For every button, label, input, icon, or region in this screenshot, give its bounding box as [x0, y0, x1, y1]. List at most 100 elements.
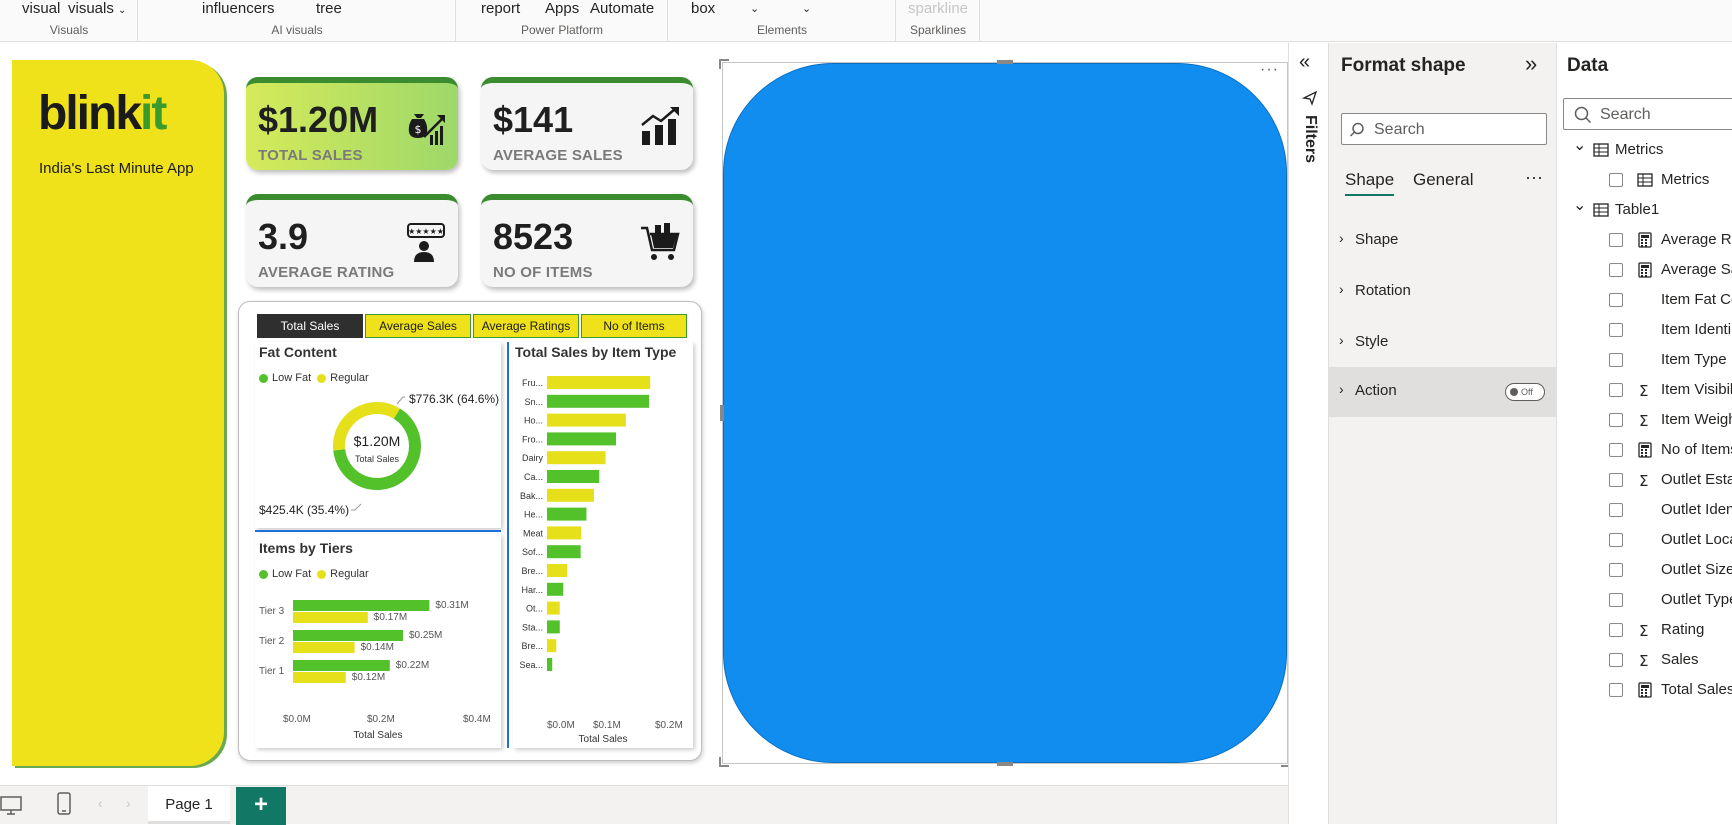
donut-slice-regular[interactable] — [333, 402, 400, 451]
ribbon-power-automate-button[interactable]: Automate — [590, 0, 655, 17]
ribbon-power-apps-button[interactable]: Apps — [545, 0, 580, 17]
resize-handle[interactable] — [997, 60, 1013, 64]
field-item[interactable]: Item Fat Co — [1557, 285, 1732, 315]
bar[interactable] — [547, 620, 560, 634]
format-search-input[interactable]: Search — [1341, 113, 1547, 145]
field-item[interactable]: Total Sales — [1557, 675, 1732, 705]
resize-handle[interactable] — [720, 405, 724, 421]
section-style[interactable]: › Style — [1329, 318, 1557, 368]
bar[interactable] — [547, 376, 651, 389]
field-checkbox[interactable] — [1609, 383, 1623, 397]
donut-slice-low-fat[interactable] — [333, 408, 421, 490]
field-checkbox[interactable] — [1609, 233, 1623, 247]
field-checkbox[interactable] — [1609, 533, 1623, 547]
filters-pane-collapsed[interactable]: « Filters — [1288, 43, 1328, 824]
bar[interactable] — [547, 432, 617, 446]
chevron-down-icon[interactable]: ⌄ — [802, 3, 812, 15]
page-tab[interactable]: Page 1 — [148, 786, 230, 824]
field-checkbox[interactable] — [1609, 353, 1623, 367]
slicer-button-no-of-items[interactable]: No of Items — [581, 314, 687, 338]
field-checkbox[interactable] — [1609, 413, 1623, 427]
field-item[interactable]: Σ Outlet Esta — [1557, 465, 1732, 495]
ribbon-paginated-report-button[interactable]: report — [481, 0, 521, 17]
sales-by-item-type-chart[interactable]: Total Sales by Item Type Fru... Sn... Ho..… — [513, 342, 693, 748]
more-options-icon[interactable]: ··· — [1260, 61, 1279, 78]
field-item[interactable]: Outlet Iden — [1557, 495, 1732, 525]
field-checkbox[interactable] — [1609, 623, 1623, 637]
collapse-right-icon[interactable]: » — [1525, 51, 1538, 76]
bar-low-fat[interactable] — [293, 600, 430, 611]
selected-shape-frame[interactable]: ··· — [719, 59, 1291, 767]
chevron-down-icon[interactable]: ⌄ — [750, 3, 760, 15]
data-search-input[interactable]: Search — [1563, 98, 1732, 130]
field-checkbox[interactable] — [1609, 263, 1623, 277]
expand-left-icon[interactable]: « — [1299, 51, 1311, 73]
table-node-metrics[interactable]: ⌄ Metrics — [1557, 135, 1732, 165]
field-checkbox[interactable] — [1609, 323, 1623, 337]
field-item[interactable]: Outlet Loca — [1557, 525, 1732, 555]
bar[interactable] — [547, 564, 568, 577]
resize-handle[interactable] — [719, 59, 729, 69]
fat-content-chart[interactable]: Fat Content Low Fat Regular $1.20M Total… — [255, 342, 501, 528]
bar[interactable] — [547, 451, 606, 465]
chevron-right-icon[interactable]: › — [126, 795, 131, 811]
chevron-left-icon[interactable]: ‹ — [98, 795, 103, 811]
section-shape[interactable]: › Shape — [1329, 216, 1557, 266]
bar[interactable] — [547, 545, 581, 559]
field-checkbox[interactable] — [1609, 503, 1623, 517]
field-checkbox[interactable] — [1609, 173, 1623, 187]
tab-general[interactable]: General — [1413, 170, 1474, 189]
chevron-down-icon[interactable]: ⌄ — [1573, 137, 1587, 154]
field-item[interactable]: Σ Rating — [1557, 615, 1732, 645]
ribbon-visual-button[interactable]: visual — [22, 0, 61, 17]
slicer-button-total-sales[interactable]: Total Sales — [257, 314, 363, 338]
bar[interactable] — [547, 470, 600, 483]
bar[interactable] — [547, 413, 626, 427]
resize-handle[interactable] — [997, 762, 1013, 766]
field-item[interactable]: Outlet Type — [1557, 585, 1732, 615]
action-toggle[interactable]: Off — [1505, 383, 1545, 401]
field-item[interactable]: Σ Sales — [1557, 645, 1732, 675]
field-item[interactable]: Item Type — [1557, 345, 1732, 375]
bar[interactable] — [547, 526, 582, 540]
field-item[interactable]: No of Items — [1557, 435, 1732, 465]
kpi-card-average-sales[interactable]: $141 AVERAGE SALES — [481, 77, 693, 170]
chevron-down-icon[interactable]: ⌄ — [1573, 197, 1587, 214]
bar[interactable] — [547, 488, 594, 502]
field-item[interactable]: Outlet Size — [1557, 555, 1732, 585]
slicer-button-average-sales[interactable]: Average Sales — [365, 314, 471, 338]
bar-regular[interactable] — [293, 612, 368, 623]
ribbon-decomposition-tree-button[interactable]: tree — [316, 0, 342, 17]
bar[interactable] — [547, 601, 560, 615]
field-item[interactable]: Average Sa — [1557, 255, 1732, 285]
field-item[interactable]: Σ Item Visibil — [1557, 375, 1732, 405]
field-checkbox[interactable] — [1609, 443, 1623, 457]
desktop-view-icon[interactable] — [0, 794, 24, 816]
field-item[interactable]: Item Identi — [1557, 315, 1732, 345]
ribbon-key-influencers-button[interactable]: influencers — [202, 0, 275, 17]
field-item[interactable]: Metrics — [1557, 165, 1732, 195]
brand-panel[interactable]: blinkit India's Last Minute App — [12, 60, 224, 766]
field-item[interactable]: Average Ra — [1557, 225, 1732, 255]
bar-low-fat[interactable] — [293, 630, 403, 641]
section-rotation[interactable]: › Rotation — [1329, 267, 1557, 317]
mobile-view-icon[interactable] — [56, 792, 72, 816]
bar[interactable] — [547, 507, 587, 521]
bar[interactable] — [547, 582, 564, 596]
table-node-table1[interactable]: ⌄ Table1 — [1557, 195, 1732, 225]
bar[interactable] — [547, 394, 650, 408]
bar[interactable] — [547, 658, 553, 671]
field-checkbox[interactable] — [1609, 593, 1623, 607]
bar-regular[interactable] — [293, 642, 355, 653]
field-checkbox[interactable] — [1609, 683, 1623, 697]
bar-low-fat[interactable] — [293, 660, 390, 671]
field-item[interactable]: Σ Item Weigh — [1557, 405, 1732, 435]
resize-handle[interactable] — [719, 757, 729, 767]
items-by-tiers-chart[interactable]: Items by Tiers Low Fat Regular Tier 3 $0.… — [255, 534, 501, 748]
ribbon-add-sparkline-button[interactable]: sparkline — [908, 0, 969, 17]
add-page-button[interactable]: + — [236, 787, 286, 825]
field-checkbox[interactable] — [1609, 653, 1623, 667]
field-checkbox[interactable] — [1609, 293, 1623, 307]
field-checkbox[interactable] — [1609, 563, 1623, 577]
section-action[interactable]: › Action Off — [1329, 367, 1557, 417]
